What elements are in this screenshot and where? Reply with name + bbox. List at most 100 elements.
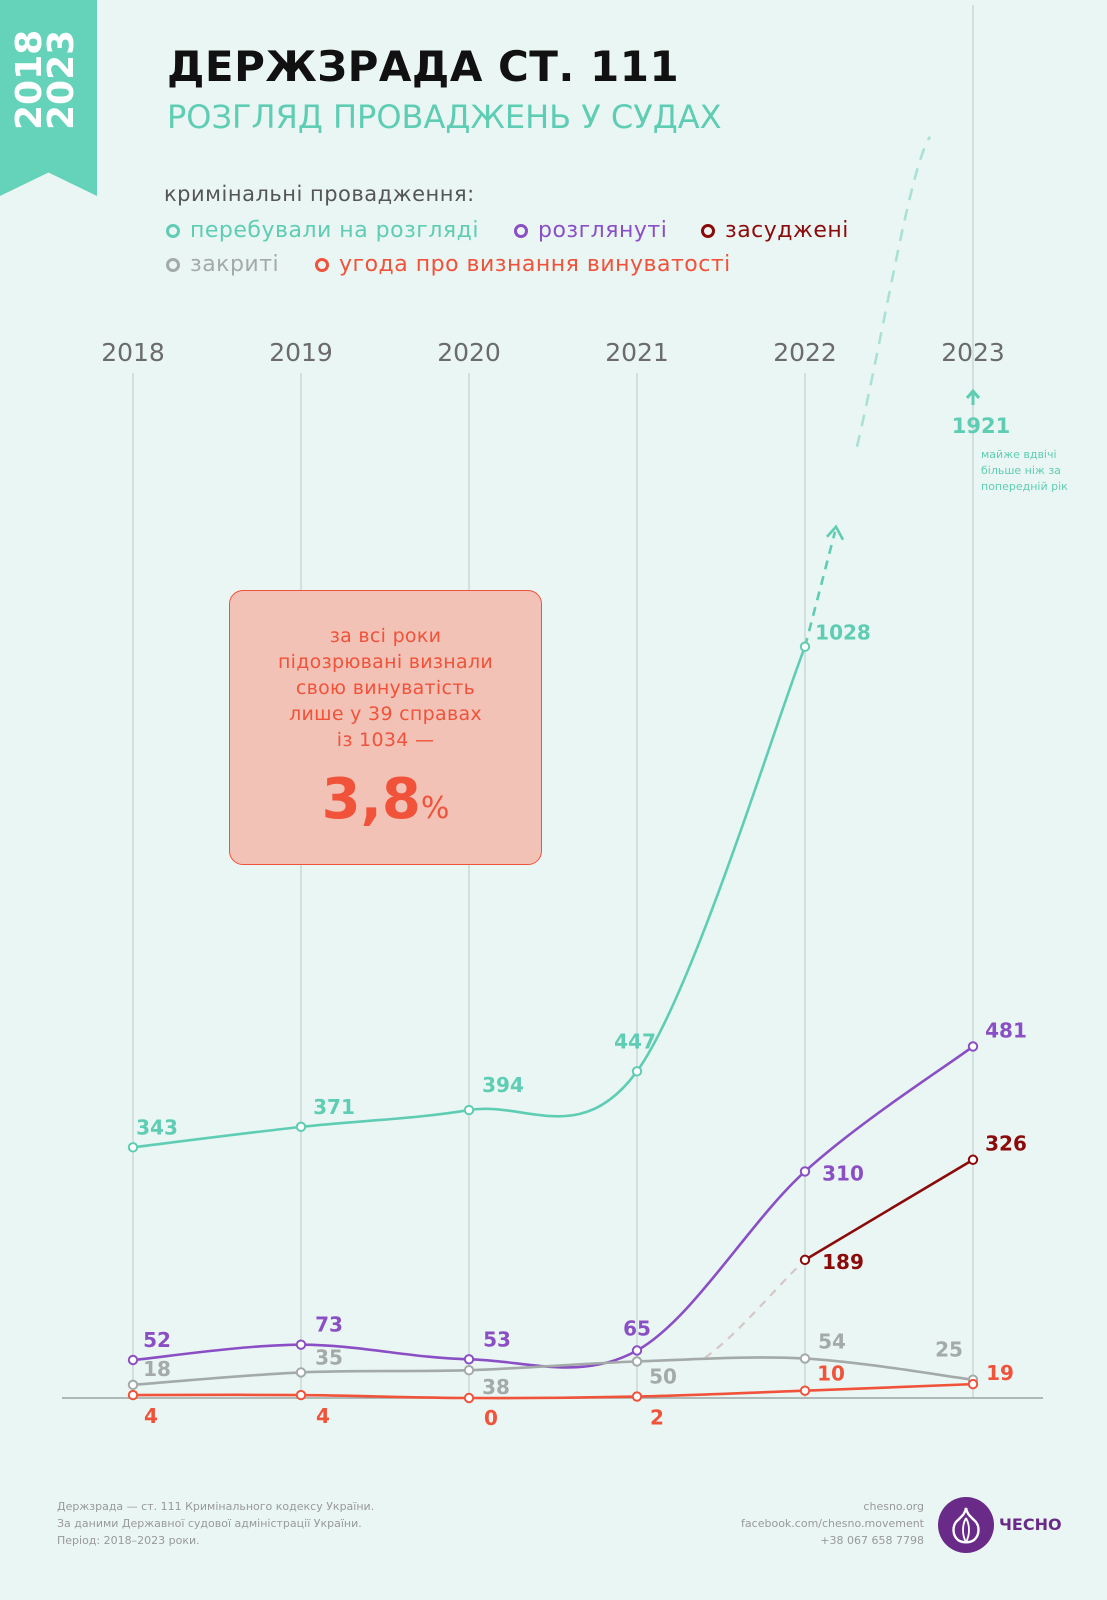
offscale-arrow-head [826,524,845,541]
data-point [127,1389,139,1401]
garlic-icon [952,1507,980,1544]
offscale-extension [704,135,981,1359]
data-label: 35 [315,1345,343,1369]
data-point [799,641,811,652]
data-label: 19 [986,1361,1014,1385]
data-point [295,1389,307,1401]
plea-summary-callout: за всі роки підозрювані визнали свою вин… [229,590,542,865]
legend-item-closed: закриті [166,252,279,277]
convicted-dashed-leadin [704,1259,806,1359]
legend-marker-closed [166,257,180,272]
callout-value: 3,8 [321,767,421,832]
footer-source-line: Держзрада — ст. 111 Кримінального кодекс… [57,1500,375,1513]
footer-source: Держзрада — ст. 111 Кримінального кодекс… [57,1498,374,1549]
data-point [799,1254,811,1266]
data-point [295,1367,307,1378]
footer-website-link[interactable]: chesno.org [863,1500,924,1513]
legend-label-convicted: засуджені [725,218,849,243]
series-line-4 [131,1382,975,1400]
footer-source-line: За даними Державної судової адміністраці… [57,1517,362,1530]
data-label: 447 [614,1029,656,1053]
data-point [967,1154,979,1165]
data-point [463,1104,475,1116]
data-point [799,1166,811,1177]
series-line-2 [803,1158,975,1262]
x-tick-label: 2018 [101,338,165,367]
legend-item-convicted: засуджені [701,218,849,243]
data-point [967,1378,979,1390]
data-label: 481 [985,1018,1027,1042]
legend-item-plea: угода про визнання винуватості [315,252,731,277]
footer-facebook-link[interactable]: facebook.com/chesno.movement [741,1517,924,1530]
logo-text: ЧЕСНО [999,1515,1062,1534]
legend-marker-pending [166,223,180,238]
x-tick-label: 2021 [605,338,669,367]
legend-marker-plea [315,257,329,272]
legend-heading: кримінальні провадження: [164,182,475,206]
data-point [463,1392,475,1404]
x-axis-ticks: 2018 2019 2020 2021 2022 2023 [101,338,1005,367]
x-tick-label: 2019 [269,338,333,367]
offscale-up-arrow-icon [965,388,981,405]
data-point [463,1354,475,1365]
data-label: 189 [822,1250,864,1274]
data-label: 326 [985,1132,1027,1156]
data-label: 2 [650,1406,664,1430]
data-point [631,1066,643,1077]
callout-text: за всі роки підозрювані визнали свою вин… [277,625,494,751]
chesno-logo-icon [938,1497,994,1553]
data-label: 50 [649,1364,677,1388]
legend-marker-convicted [701,223,715,238]
page-subtitle: РОЗГЛЯД ПРОВАДЖЕНЬ У СУДАХ [167,98,722,136]
data-point [295,1339,307,1350]
data-point [127,1142,139,1153]
data-label: 52 [143,1328,171,1352]
page-title: ДЕРЖЗРАДА СТ. 111 [167,42,680,91]
offscale-value-label: 1921 [952,414,1010,438]
legend-item-pending: перебували на розгляді [166,218,479,243]
data-point [631,1391,643,1402]
data-markers [127,641,979,1404]
data-label: 343 [136,1115,178,1139]
legend-label-pending: перебували на розгляді [190,218,479,243]
data-labels: 343 371 394 447 1028 52 73 53 65 310 481 189 326 18 35… [136,414,1027,1430]
data-label: 38 [482,1375,510,1399]
data-label: 0 [484,1406,498,1430]
data-point [799,1353,811,1364]
data-label: 73 [315,1313,343,1337]
legend-marker-reviewed [514,223,528,238]
legend-label-reviewed: розглянуті [538,218,668,243]
x-tick-label: 2023 [941,338,1005,367]
data-label: 4 [144,1404,158,1428]
data-label: 18 [143,1357,171,1381]
data-label: 65 [623,1316,651,1340]
data-point [799,1385,811,1396]
data-point [631,1356,643,1367]
data-label: 4 [316,1404,330,1428]
data-point [967,1041,979,1052]
data-label: 1028 [815,621,871,645]
legend-label-closed: закриті [190,252,280,277]
series-line-0 [131,645,807,1149]
offscale-curve [855,135,932,447]
x-tick-label: 2022 [773,338,837,367]
legend-item-reviewed: розглянуті [514,218,667,243]
data-point [127,1354,139,1366]
data-point [631,1345,643,1356]
data-point [295,1121,307,1133]
series-line-1 [131,1045,975,1369]
callout-unit: % [420,791,450,826]
year-range-badge [0,0,97,196]
data-label: 371 [313,1095,355,1119]
data-point [127,1379,139,1391]
x-tick-label: 2020 [437,338,501,367]
callout-percent: 3,8% [230,767,541,832]
footer-phone: +38 067 658 7798 [820,1534,924,1547]
data-label: 310 [822,1161,864,1185]
data-label: 54 [818,1330,846,1354]
data-label: 10 [817,1362,845,1386]
data-point [463,1365,475,1376]
offscale-arrow-line [803,531,837,648]
legend-label-plea: угода про визнання винуватості [339,252,731,277]
